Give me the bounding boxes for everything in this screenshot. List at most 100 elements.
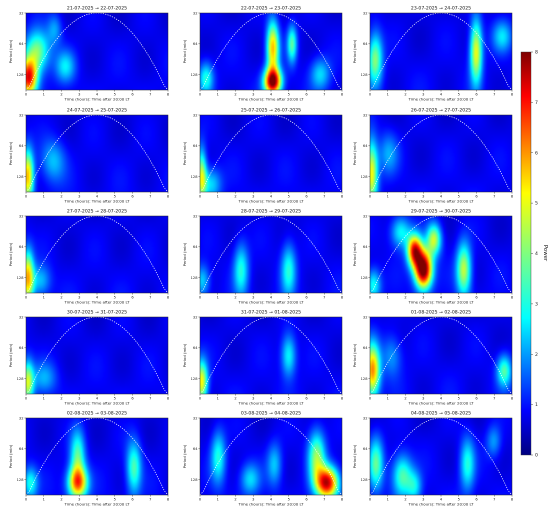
y-tick-label: 64 [193, 245, 198, 249]
x-tick-label: 2 [234, 397, 236, 401]
x-tick-label: 5 [288, 397, 290, 401]
x-tick-label: 1 [217, 93, 219, 97]
x-tick-label: 0 [25, 93, 28, 97]
x-tick-label: 0 [199, 498, 202, 502]
x-axis-label: Time (hours): Time after 20:00 LT [64, 97, 131, 102]
x-tick-label: 0 [369, 195, 372, 199]
x-tick-label: 6 [305, 93, 308, 97]
y-axis-label: Period (min) [352, 39, 357, 63]
x-tick-label: 8 [511, 296, 514, 300]
x-tick-label: 4 [96, 93, 99, 97]
x-tick-label: 5 [458, 397, 460, 401]
y-tick-label: 32 [363, 214, 368, 218]
x-tick-label: 4 [440, 93, 443, 97]
x-tick-label: 1 [43, 195, 45, 199]
x-tick-label: 1 [217, 296, 219, 300]
y-tick-label: 64 [193, 346, 198, 350]
x-tick-label: 5 [288, 195, 290, 199]
panel-title: 23-07-2025 → 24-07-2025 [411, 6, 471, 12]
x-tick-label: 7 [323, 498, 325, 502]
x-tick-label: 4 [270, 397, 273, 401]
panel-title: 01-08-2025 → 02-08-2025 [411, 310, 471, 316]
heatmap-image [200, 216, 342, 293]
x-tick-label: 4 [440, 397, 443, 401]
x-tick-label: 3 [422, 397, 424, 401]
heatmap-image [26, 13, 168, 90]
wavelet-panel: 24-07-2025 → 25-07-2025 0 1 2 3 4 5 6 7 8 Time (ho… [8, 108, 170, 204]
x-tick-label: 0 [25, 296, 28, 300]
y-tick-label: 32 [363, 113, 368, 117]
heatmap-image [370, 13, 512, 90]
y-tick-label: 32 [19, 11, 24, 15]
y-axis-label: Period (min) [182, 444, 187, 468]
x-tick-label: 0 [369, 93, 372, 97]
x-tick-label: 4 [440, 498, 443, 502]
y-tick-label: 64 [19, 42, 24, 46]
cone-of-influence [369, 316, 513, 395]
wavelet-panel: 27-07-2025 → 28-07-2025 0 1 2 3 4 5 6 7 8 Time (ho… [8, 209, 170, 305]
wavelet-panel: 31-07-2025 → 01-08-2025 0 1 2 3 4 5 6 7 8 Time (ho… [182, 310, 344, 406]
y-axis-label: Period (min) [352, 242, 357, 266]
cone-of-influence [25, 215, 169, 294]
y-tick-label: 64 [363, 346, 368, 350]
x-tick-label: 8 [341, 498, 344, 502]
x-tick-label: 2 [234, 498, 236, 502]
x-tick-label: 5 [458, 498, 460, 502]
x-tick-label: 1 [217, 498, 219, 502]
x-tick-label: 1 [217, 195, 219, 199]
wavelet-panel: 28-07-2025 → 29-07-2025 0 1 2 3 4 5 6 7 8 Time (ho… [182, 209, 344, 305]
x-tick-label: 3 [78, 498, 80, 502]
colorbar-tick-label: 2 [535, 352, 538, 358]
y-tick-label: 32 [193, 113, 198, 117]
y-axis-label: Period (min) [8, 141, 13, 165]
x-tick-label: 7 [493, 498, 495, 502]
x-tick-label: 4 [96, 397, 99, 401]
x-tick-label: 7 [493, 296, 495, 300]
wavelet-panel: 30-07-2025 → 31-07-2025 0 1 2 3 4 5 6 7 8 Time (ho… [8, 310, 170, 406]
x-tick-label: 1 [43, 296, 45, 300]
cone-of-influence [199, 12, 343, 91]
x-axis-label: Time (hours): Time after 20:00 LT [408, 97, 475, 102]
x-tick-label: 3 [422, 195, 424, 199]
y-tick-label: 32 [363, 11, 368, 15]
panel-title: 04-08-2025 → 05-08-2025 [411, 411, 471, 417]
y-tick-label: 128 [361, 276, 369, 280]
y-tick-label: 128 [17, 377, 25, 381]
x-tick-label: 7 [323, 93, 325, 97]
x-axis-label: Time (hours): Time after 20:00 LT [238, 97, 305, 102]
wavelet-panel: 21-07-2025 → 22-07-2025 0 1 2 3 4 5 6 7 8 Time (ho… [8, 6, 170, 102]
cone-of-influence [369, 12, 513, 91]
y-tick-label: 64 [19, 447, 24, 451]
x-axis-label: Time (hours): Time after 20:00 LT [64, 199, 131, 204]
x-tick-label: 6 [131, 498, 134, 502]
x-tick-label: 3 [252, 195, 254, 199]
x-tick-label: 8 [341, 195, 344, 199]
y-tick-label: 64 [363, 447, 368, 451]
y-tick-label: 128 [191, 478, 199, 482]
x-axis-label: Time (hours): Time after 20:00 LT [408, 300, 475, 305]
panel-title: 21-07-2025 → 22-07-2025 [67, 6, 127, 12]
colorbar-gradient [520, 51, 532, 456]
panel-grid: 21-07-2025 → 22-07-2025 0 1 2 3 4 5 6 7 8 Time (ho… [8, 6, 514, 507]
colorbar-tick-label: 4 [535, 251, 538, 257]
y-tick-label: 128 [17, 478, 25, 482]
colorbar-label: Power [542, 245, 548, 262]
x-axis-label: Time (hours): Time after 20:00 LT [238, 300, 305, 305]
y-axis-label: Period (min) [182, 242, 187, 266]
x-tick-label: 3 [252, 397, 254, 401]
y-tick-label: 64 [193, 144, 198, 148]
x-tick-label: 6 [475, 498, 478, 502]
x-tick-label: 6 [131, 93, 134, 97]
x-tick-label: 3 [252, 93, 254, 97]
y-axis-label: Period (min) [182, 343, 187, 367]
x-tick-label: 0 [199, 195, 202, 199]
x-tick-label: 4 [270, 498, 273, 502]
x-tick-label: 0 [25, 195, 28, 199]
y-tick-label: 128 [17, 73, 25, 77]
cone-of-influence [25, 316, 169, 395]
x-axis-label: Time (hours): Time after 20:00 LT [408, 401, 475, 406]
x-tick-label: 6 [475, 93, 478, 97]
x-tick-label: 5 [458, 195, 460, 199]
x-axis-label: Time (hours): Time after 20:00 LT [238, 401, 305, 406]
x-tick-label: 7 [493, 195, 495, 199]
